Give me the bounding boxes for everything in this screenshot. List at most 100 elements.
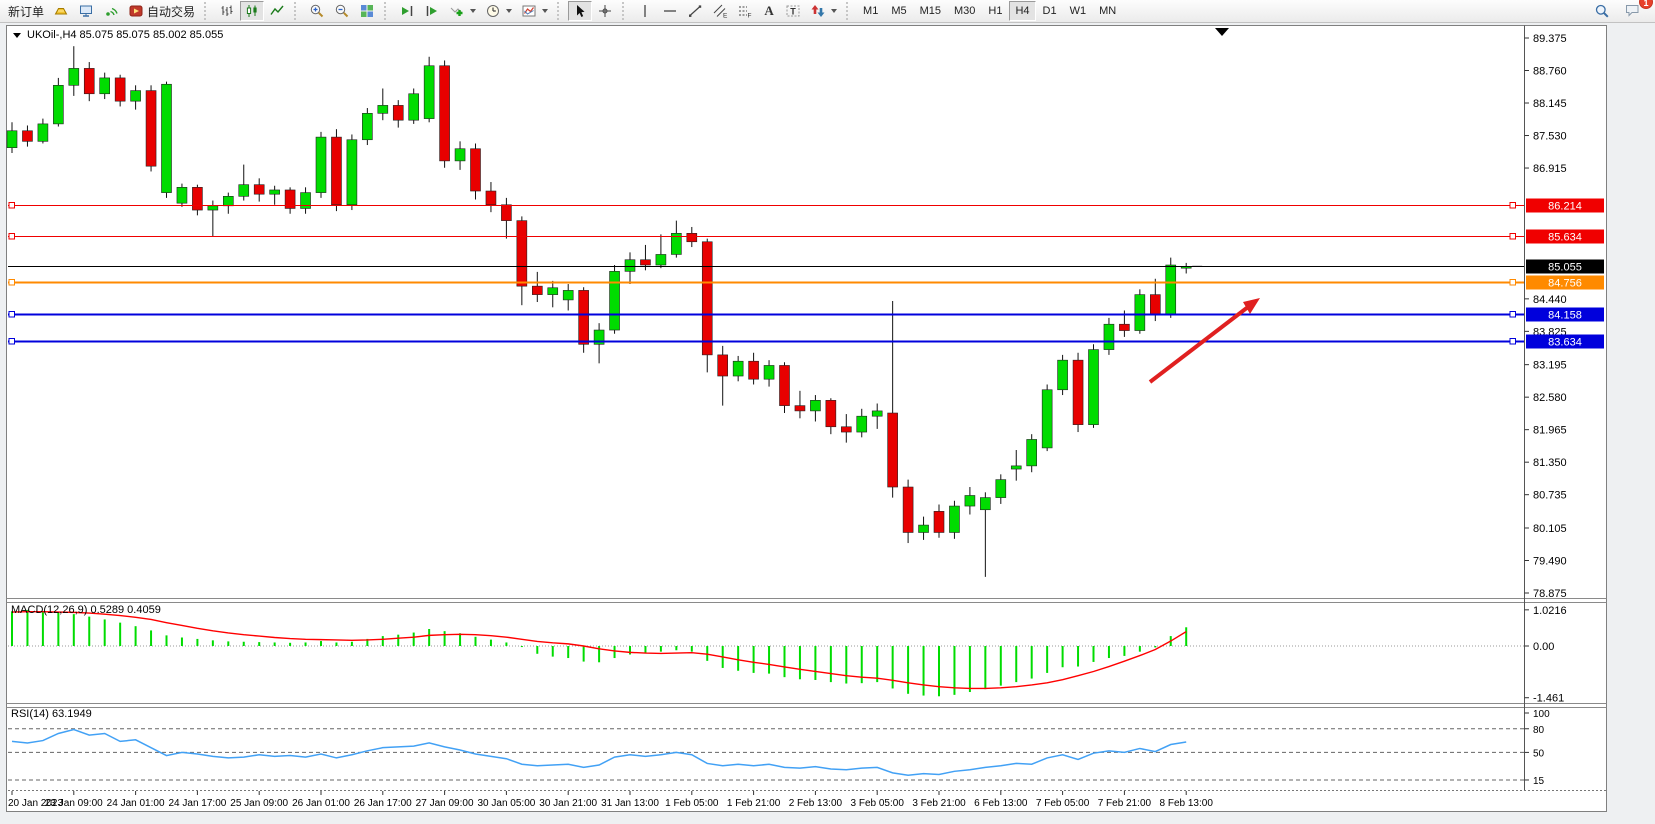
svg-text:7 Feb 21:00: 7 Feb 21:00 bbox=[1098, 798, 1152, 809]
svg-text:86.214: 86.214 bbox=[1548, 201, 1582, 213]
tab-timeframe-M30[interactable]: M30 bbox=[948, 1, 981, 21]
svg-text:0.00: 0.00 bbox=[1533, 641, 1554, 653]
horizontal-line-85.055[interactable]: 85.055 bbox=[8, 259, 1604, 274]
macd-params: MACD(12,26,9) bbox=[11, 604, 88, 616]
tile-windows-button[interactable] bbox=[355, 1, 379, 21]
chart-dropdown-icon[interactable] bbox=[13, 32, 21, 38]
arrows-dropdown-icon[interactable] bbox=[831, 9, 838, 13]
auto-trading-icon bbox=[128, 3, 144, 19]
trendline-tool-button[interactable] bbox=[683, 1, 707, 21]
rsi-value: 63.1949 bbox=[51, 708, 92, 720]
svg-text:2 Feb 13:00: 2 Feb 13:00 bbox=[789, 798, 843, 809]
channel-icon: E bbox=[712, 3, 728, 19]
chart-title[interactable]: UKOil-,H4 85.075 85.075 85.002 85.055 bbox=[13, 29, 223, 41]
tab-timeframe-H4[interactable]: H4 bbox=[1009, 1, 1036, 21]
indicators-button[interactable] bbox=[445, 1, 480, 21]
svg-text:50: 50 bbox=[1533, 748, 1545, 759]
arrows-tool-icon bbox=[810, 3, 826, 19]
toolbar-separator bbox=[294, 2, 300, 20]
zoom-out-button[interactable] bbox=[330, 1, 354, 21]
gold-ingot-icon bbox=[53, 3, 69, 19]
svg-text:81.965: 81.965 bbox=[1533, 425, 1567, 437]
auto-trading-label: 自动交易 bbox=[147, 4, 196, 19]
periods-dropdown-icon[interactable] bbox=[506, 9, 513, 13]
svg-text:1 Feb 21:00: 1 Feb 21:00 bbox=[727, 798, 781, 809]
fibonacci-tool-button[interactable]: F bbox=[733, 1, 757, 21]
signal-icon bbox=[103, 3, 119, 19]
horizontal-line-86.214[interactable]: 86.214 bbox=[8, 198, 1604, 213]
svg-text:-1.461: -1.461 bbox=[1533, 693, 1564, 705]
svg-text:30 Jan 05:00: 30 Jan 05:00 bbox=[477, 798, 535, 809]
timeframe-toolbar: M1 M5 M15 M30 H1 H4 D1 W1 MN bbox=[857, 1, 1122, 21]
arrows-tool-button[interactable] bbox=[806, 1, 841, 21]
tab-timeframe-MN[interactable]: MN bbox=[1093, 1, 1122, 21]
notification-badge[interactable]: 1 bbox=[1639, 0, 1653, 9]
rsi-params: RSI(14) bbox=[11, 708, 49, 720]
tab-timeframe-W1[interactable]: W1 bbox=[1064, 1, 1093, 21]
tab-timeframe-M5[interactable]: M5 bbox=[885, 1, 912, 21]
macd-indicator: 1.0216 0.00 -1.461 bbox=[8, 605, 1567, 705]
svg-text:85.055: 85.055 bbox=[1548, 262, 1582, 274]
horizontal-line-83.634[interactable]: 83.634 bbox=[8, 334, 1604, 349]
chart-shift-button[interactable] bbox=[420, 1, 444, 21]
price-axis: 89.37588.76088.14587.53086.91584.44083.8… bbox=[1524, 33, 1567, 600]
svg-text:88.145: 88.145 bbox=[1533, 98, 1567, 110]
svg-text:26 Jan 17:00: 26 Jan 17:00 bbox=[354, 798, 412, 809]
indicators-dropdown-icon[interactable] bbox=[470, 9, 477, 13]
toolbar-separator bbox=[622, 2, 628, 20]
zoom-in-icon bbox=[309, 3, 325, 19]
market-depth-button[interactable] bbox=[49, 1, 73, 21]
chat-button-wrap: 1 bbox=[1620, 0, 1653, 23]
new-order-button[interactable]: 新订单 bbox=[4, 1, 48, 21]
auto-scroll-button[interactable] bbox=[395, 1, 419, 21]
tab-timeframe-M15[interactable]: M15 bbox=[914, 1, 947, 21]
zoom-in-button[interactable] bbox=[305, 1, 329, 21]
templates-button[interactable] bbox=[517, 1, 552, 21]
text-tool-icon: A bbox=[764, 3, 774, 18]
zoom-out-icon bbox=[334, 3, 350, 19]
svg-text:30 Jan 21:00: 30 Jan 21:00 bbox=[539, 798, 597, 809]
svg-text:80: 80 bbox=[1533, 725, 1545, 736]
channel-tool-button[interactable]: E bbox=[708, 1, 732, 21]
auto-trading-button[interactable]: 自动交易 bbox=[124, 1, 199, 21]
candlestick-chart-button[interactable] bbox=[240, 1, 265, 21]
new-order-label: 新订单 bbox=[8, 4, 45, 19]
text-label-tool-button[interactable]: T bbox=[781, 1, 805, 21]
svg-text:20 Jan 2023: 20 Jan 2023 bbox=[8, 798, 63, 809]
text-tool-button[interactable]: A bbox=[758, 1, 780, 21]
svg-text:84.440: 84.440 bbox=[1533, 294, 1567, 306]
svg-text:8 Feb 13:00: 8 Feb 13:00 bbox=[1160, 798, 1214, 809]
svg-text:25 Jan 09:00: 25 Jan 09:00 bbox=[230, 798, 288, 809]
search-button[interactable] bbox=[1590, 1, 1614, 21]
chart-title-text: UKOil-,H4 85.075 85.075 85.002 85.055 bbox=[27, 29, 224, 41]
tab-timeframe-D1[interactable]: D1 bbox=[1037, 1, 1063, 21]
horizontal-line-tool-button[interactable] bbox=[658, 1, 682, 21]
signals-button[interactable] bbox=[99, 1, 123, 21]
chart-canvas[interactable]: 89.37588.76088.14587.53086.91584.44083.8… bbox=[0, 24, 1655, 824]
vertical-line-tool-button[interactable] bbox=[633, 1, 657, 21]
chat-button[interactable] bbox=[1620, 0, 1645, 20]
scroll-marker-icon[interactable] bbox=[1215, 28, 1229, 36]
svg-text:3 Feb 21:00: 3 Feb 21:00 bbox=[912, 798, 966, 809]
tab-timeframe-M1[interactable]: M1 bbox=[857, 1, 884, 21]
templates-dropdown-icon[interactable] bbox=[542, 9, 549, 13]
tab-timeframe-H1[interactable]: H1 bbox=[982, 1, 1008, 21]
svg-text:3 Feb 05:00: 3 Feb 05:00 bbox=[851, 798, 905, 809]
line-chart-button[interactable] bbox=[265, 1, 289, 21]
indicators-icon bbox=[449, 3, 465, 19]
svg-text:83.195: 83.195 bbox=[1533, 360, 1567, 372]
periods-button[interactable] bbox=[481, 1, 516, 21]
terminal-button[interactable] bbox=[74, 1, 98, 21]
bar-chart-button[interactable] bbox=[215, 1, 239, 21]
crosshair-button[interactable] bbox=[593, 1, 617, 21]
toolbar-separator bbox=[557, 2, 563, 20]
crosshair-icon bbox=[597, 3, 613, 19]
horizontal-line-85.634[interactable]: 85.634 bbox=[8, 229, 1604, 244]
horizontal-line-84.756[interactable]: 84.756 bbox=[8, 275, 1604, 290]
cursor-button[interactable] bbox=[568, 1, 593, 21]
horizontal-line-84.158[interactable]: 84.158 bbox=[8, 307, 1604, 322]
svg-text:84.756: 84.756 bbox=[1548, 278, 1582, 290]
cursor-icon bbox=[572, 3, 588, 19]
trend-arrow-annotation[interactable] bbox=[1148, 298, 1260, 384]
chat-bubble-icon bbox=[1624, 2, 1641, 18]
